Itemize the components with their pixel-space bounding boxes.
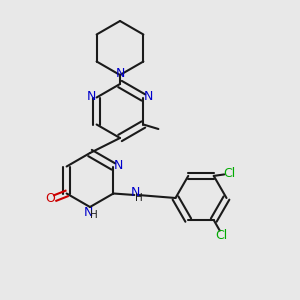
Text: Cl: Cl [224,167,236,180]
Text: Cl: Cl [215,230,227,242]
Text: N: N [144,90,154,104]
Text: O: O [45,192,55,206]
Text: H: H [135,193,142,203]
Text: N: N [86,90,96,104]
Text: N: N [84,206,93,219]
Text: N: N [114,159,124,172]
Text: N: N [115,67,125,80]
Text: H: H [90,210,98,220]
Text: N: N [131,186,140,199]
